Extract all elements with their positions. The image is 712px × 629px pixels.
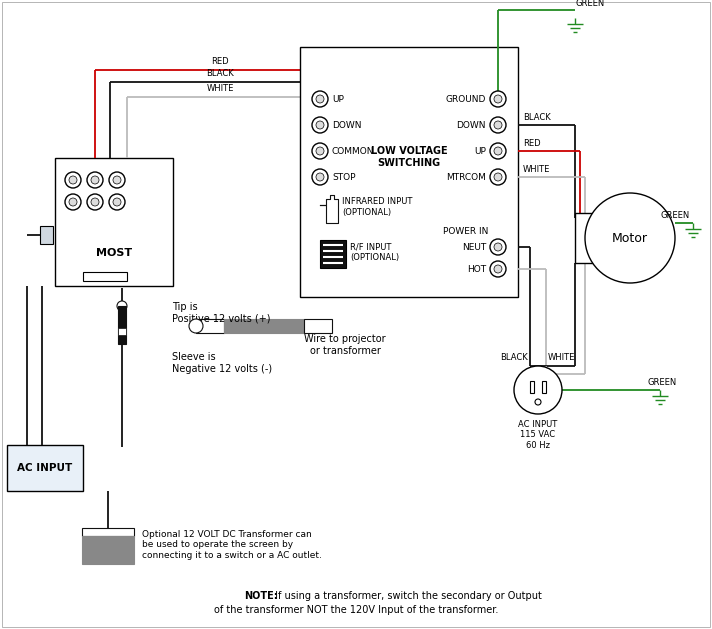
Text: WHITE: WHITE	[206, 84, 234, 93]
Circle shape	[316, 95, 324, 103]
Text: MOST: MOST	[96, 248, 132, 258]
Text: Optional 12 VOLT DC Transformer can
be used to operate the screen by
connecting : Optional 12 VOLT DC Transformer can be u…	[142, 530, 322, 560]
Bar	[83, 272, 127, 281]
Circle shape	[113, 176, 121, 184]
Text: COMMON: COMMON	[332, 147, 375, 155]
Bar	[118, 306, 126, 344]
Bar	[82, 528, 134, 536]
Circle shape	[109, 194, 125, 210]
Circle shape	[514, 366, 562, 414]
Text: WHITE: WHITE	[548, 353, 575, 362]
Bar	[224, 319, 304, 333]
Text: RED: RED	[523, 139, 540, 148]
Circle shape	[312, 117, 328, 133]
Bar	[542, 381, 546, 393]
Bar	[530, 381, 534, 393]
Text: NOTE:: NOTE:	[244, 591, 278, 601]
Bar	[320, 240, 346, 268]
Text: Wire to projector
or transformer: Wire to projector or transformer	[304, 334, 386, 356]
Circle shape	[494, 265, 502, 273]
Text: NEUT: NEUT	[462, 243, 486, 252]
Circle shape	[494, 95, 502, 103]
Circle shape	[316, 173, 324, 181]
Bar	[55, 158, 173, 286]
Circle shape	[535, 399, 541, 405]
Text: WHITE: WHITE	[523, 165, 550, 174]
Bar	[304, 319, 332, 333]
Text: DOWN: DOWN	[456, 121, 486, 130]
Bar	[82, 536, 134, 564]
Text: HOT: HOT	[467, 265, 486, 274]
Circle shape	[312, 91, 328, 107]
Circle shape	[69, 198, 77, 206]
Bar	[196, 319, 224, 333]
Circle shape	[490, 239, 506, 255]
Circle shape	[316, 147, 324, 155]
Text: AC INPUT: AC INPUT	[17, 463, 73, 473]
Text: GROUND: GROUND	[446, 94, 486, 104]
Text: GREEN: GREEN	[648, 378, 677, 387]
Text: LOW VOLTAGE
SWITCHING: LOW VOLTAGE SWITCHING	[371, 146, 447, 168]
Circle shape	[490, 169, 506, 185]
Text: GREEN: GREEN	[660, 211, 690, 220]
Bar	[7, 445, 83, 491]
Text: Sleeve is
Negative 12 volts (-): Sleeve is Negative 12 volts (-)	[172, 352, 272, 374]
Bar	[300, 47, 518, 297]
Circle shape	[189, 319, 203, 333]
Bar	[40, 226, 53, 244]
Text: BLACK: BLACK	[206, 69, 234, 78]
Text: UP: UP	[332, 94, 344, 104]
Circle shape	[490, 117, 506, 133]
Circle shape	[494, 173, 502, 181]
Text: BLACK: BLACK	[523, 113, 551, 122]
Text: Motor: Motor	[612, 231, 648, 245]
Bar	[118, 328, 126, 335]
Text: MTRCOM: MTRCOM	[446, 172, 486, 182]
Circle shape	[87, 194, 103, 210]
Circle shape	[91, 176, 99, 184]
Text: AC INPUT
115 VAC
60 Hz: AC INPUT 115 VAC 60 Hz	[518, 420, 557, 450]
Circle shape	[109, 172, 125, 188]
Circle shape	[91, 198, 99, 206]
Circle shape	[87, 172, 103, 188]
Circle shape	[494, 243, 502, 251]
Text: R/F INPUT
(OPTIONAL): R/F INPUT (OPTIONAL)	[350, 242, 399, 262]
Circle shape	[316, 121, 324, 129]
Circle shape	[65, 194, 81, 210]
Circle shape	[490, 143, 506, 159]
Circle shape	[312, 143, 328, 159]
Bar	[575, 213, 595, 263]
Text: If using a transformer, switch the secondary or Output: If using a transformer, switch the secon…	[272, 591, 542, 601]
Circle shape	[494, 121, 502, 129]
Circle shape	[117, 301, 127, 311]
Circle shape	[494, 147, 502, 155]
Circle shape	[113, 198, 121, 206]
Circle shape	[65, 172, 81, 188]
Circle shape	[490, 91, 506, 107]
Text: STOP: STOP	[332, 172, 355, 182]
Text: INFRARED INPUT
(OPTIONAL): INFRARED INPUT (OPTIONAL)	[342, 198, 412, 217]
Text: POWER IN: POWER IN	[443, 228, 488, 237]
Text: Tip is
Positive 12 volts (+): Tip is Positive 12 volts (+)	[172, 302, 271, 323]
Circle shape	[312, 169, 328, 185]
Text: GREEN: GREEN	[576, 0, 605, 8]
Circle shape	[69, 176, 77, 184]
Circle shape	[585, 193, 675, 283]
Circle shape	[490, 261, 506, 277]
Text: UP: UP	[474, 147, 486, 155]
Text: DOWN: DOWN	[332, 121, 362, 130]
Text: BLACK: BLACK	[501, 353, 528, 362]
Text: of the transformer NOT the 120V Input of the transformer.: of the transformer NOT the 120V Input of…	[214, 605, 498, 615]
Text: RED: RED	[211, 57, 229, 66]
